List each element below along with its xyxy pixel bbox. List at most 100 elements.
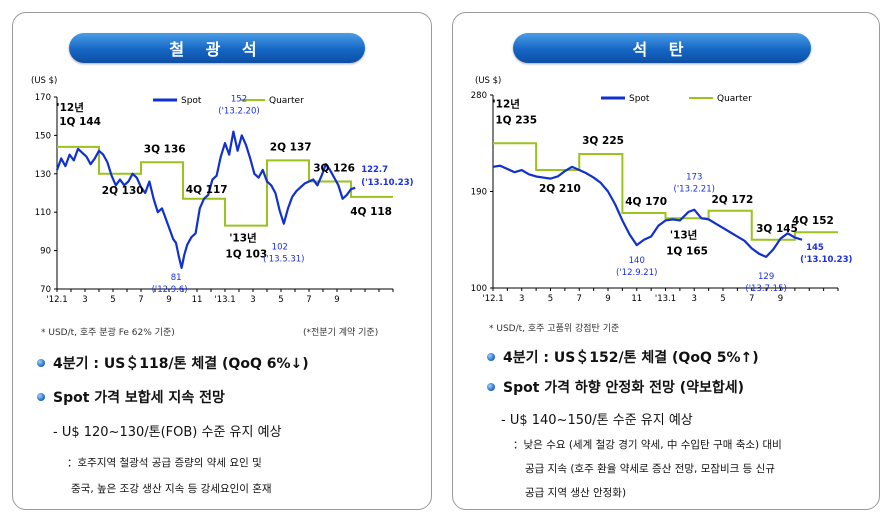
iron-ore-bullet-1-text: 4분기 : US＄118/톤 체결 (QoQ 6%↓)	[53, 356, 309, 372]
data-label: 3Q 136	[144, 143, 186, 155]
x-tick-label: 5	[548, 294, 553, 304]
quarter-series-line	[493, 142, 838, 241]
data-label: 2Q 172	[712, 194, 754, 206]
x-tick-label: 3	[250, 295, 255, 305]
quarter-series-line	[57, 145, 393, 227]
x-tick-label: 9	[778, 294, 783, 304]
iron-ore-footnote: * USD/t, 호주 분광 Fe 62% 기준)	[41, 328, 175, 338]
data-label: ('13.5.31)	[263, 255, 304, 265]
bullet-icon	[487, 383, 495, 391]
data-label: 2Q 137	[270, 141, 312, 153]
spot-series-line	[492, 164, 803, 259]
data-label: '12년	[492, 97, 520, 110]
coal-detail-3: 공급 지역 생산 안정화)	[525, 487, 627, 499]
data-label: '12년	[56, 101, 84, 114]
data-label: ('13.2.20)	[218, 107, 259, 117]
x-tick-label: 5	[278, 295, 283, 305]
data-label: 145	[806, 243, 824, 253]
y-tick-label: 130	[35, 170, 51, 180]
y-tick-label: 170	[35, 93, 51, 103]
data-label: 102	[272, 243, 288, 253]
coal-chart: (US $) Spot Quarter 100 190 280 '12.1 3 5 7 9 11 '13…	[471, 76, 853, 304]
iron-ore-detail-1: ：호주지역 철광석 공급 증량의 약세 요인 및	[67, 457, 262, 469]
data-label: 3Q 145	[756, 223, 798, 235]
coal-detail-2: 공급 지속 (호주 환율 약세로 증산 전망, 모잠비크 등 신규	[525, 463, 775, 475]
data-label: 4Q 117	[186, 184, 228, 196]
x-tick-label: 5	[110, 295, 115, 305]
y-tick-label: 150	[35, 131, 51, 141]
iron-ore-bullet-1: 4분기 : US＄118/톤 체결 (QoQ 6%↓)	[37, 353, 309, 373]
data-label: 81	[171, 273, 182, 283]
iron-ore-detail-2: 중국, 높은 조강 생산 지속 등 강세요인이 혼재	[71, 483, 272, 495]
x-tick-label: 9	[334, 295, 339, 305]
x-tick-label: 9	[166, 295, 171, 305]
data-label: 140	[629, 256, 645, 266]
iron-ore-footnote-contract: (*전분기 계약 기준)	[303, 328, 379, 338]
x-tick-label: 7	[306, 295, 311, 305]
coal-bullet-1: 4분기 : US＄152/톤 체결 (QoQ 5%↑)	[487, 347, 759, 367]
y-tick-label: 90	[40, 247, 51, 257]
x-tick-label: '13.1	[655, 294, 676, 304]
coal-bullet-2: Spot 가격 하향 안정화 전망 (약보합세)	[487, 377, 744, 397]
coal-title: 석 탄	[513, 33, 811, 63]
y-tick-label: 70	[40, 285, 51, 295]
data-label: 2Q 210	[539, 183, 581, 195]
x-tick-label: 3	[82, 295, 87, 305]
x-tick-label: 11	[192, 295, 203, 305]
bullet-icon	[487, 353, 495, 361]
y-tick-label: 190	[471, 188, 487, 198]
data-label: 4Q 118	[350, 206, 392, 218]
iron-ore-title: 철 광 석	[69, 33, 365, 63]
x-tick-label: 3	[519, 294, 524, 304]
data-label: ('13.10.23)	[361, 178, 413, 188]
legend-spot-label: Spot	[629, 94, 650, 104]
y-tick-label: 100	[471, 284, 487, 294]
bullet-icon	[37, 393, 45, 401]
x-tick-label: 9	[605, 294, 610, 304]
data-label: ('13.7.15)	[745, 284, 786, 294]
data-label: 2Q 130	[102, 185, 144, 197]
legend-quarter-label: Quarter	[269, 96, 304, 106]
x-tick-label: 11	[631, 294, 642, 304]
y-tick-label: 110	[35, 208, 51, 218]
iron-ore-bullet-2-text: Spot 가격 보합세 지속 전망	[53, 390, 225, 406]
data-label: 1Q 235	[495, 114, 537, 126]
iron-ore-panel: 철 광 석 (US $) Spot Quarter 70 90 110 130 150 170 '…	[12, 12, 432, 510]
data-label: 3Q 225	[582, 135, 624, 147]
data-label: ('13.10.23)	[800, 255, 852, 265]
coal-detail-1: ：낮은 수요 (세계 철강 경기 약세, 中 수입탄 구매 축소) 대비	[513, 439, 782, 451]
data-label: 3Q 126	[313, 162, 355, 174]
bullet-icon	[37, 359, 45, 367]
coal-footnote: * USD/t, 호주 고품위 강점탄 기준	[489, 324, 620, 334]
data-label: 1Q 103	[225, 249, 267, 261]
x-tick-label: '12.1	[482, 294, 503, 304]
data-label: ('12.9.21)	[616, 268, 657, 278]
y-tick-label: 280	[471, 91, 487, 101]
unit-label: (US $)	[31, 76, 57, 86]
x-tick-label: 3	[692, 294, 697, 304]
data-label: ('13.2.21)	[674, 185, 715, 195]
data-label: '13년	[670, 228, 698, 241]
legend-spot-label: Spot	[181, 96, 202, 106]
data-label: 4Q 170	[625, 196, 667, 208]
coal-bullet-1-text: 4분기 : US＄152/톤 체결 (QoQ 5%↑)	[503, 350, 759, 366]
data-label: 152	[231, 95, 247, 105]
data-label: 1Q 165	[666, 245, 708, 257]
x-tick-label: 7	[138, 295, 143, 305]
iron-ore-bullet-2: Spot 가격 보합세 지속 전망	[37, 387, 225, 407]
data-label: 4Q 152	[792, 215, 834, 227]
data-label: ('12.9.6)	[152, 285, 188, 295]
coal-forecast: - U$ 140~150/톤 수준 유지 예상	[501, 413, 693, 428]
x-tick-label: '13.1	[214, 295, 235, 305]
iron-ore-chart: (US $) Spot Quarter 70 90 110 130 150 170 '12.1 3 5…	[31, 76, 414, 305]
spot-series-line	[55, 130, 356, 269]
data-label: '13년	[229, 232, 257, 245]
data-label: 129	[758, 272, 774, 282]
data-label: 1Q 144	[59, 116, 101, 128]
iron-ore-forecast: - U$ 120~130/톤(FOB) 수준 유지 예상	[53, 425, 282, 440]
data-label: 122.7	[361, 165, 388, 175]
legend-quarter-label: Quarter	[717, 94, 752, 104]
unit-label: (US $)	[475, 76, 501, 86]
coal-panel: 석 탄 (US $) Spot Quarter 100 190 280 '12.1 3 5 7 9 1…	[452, 12, 880, 510]
x-tick-label: '12.1	[46, 295, 67, 305]
